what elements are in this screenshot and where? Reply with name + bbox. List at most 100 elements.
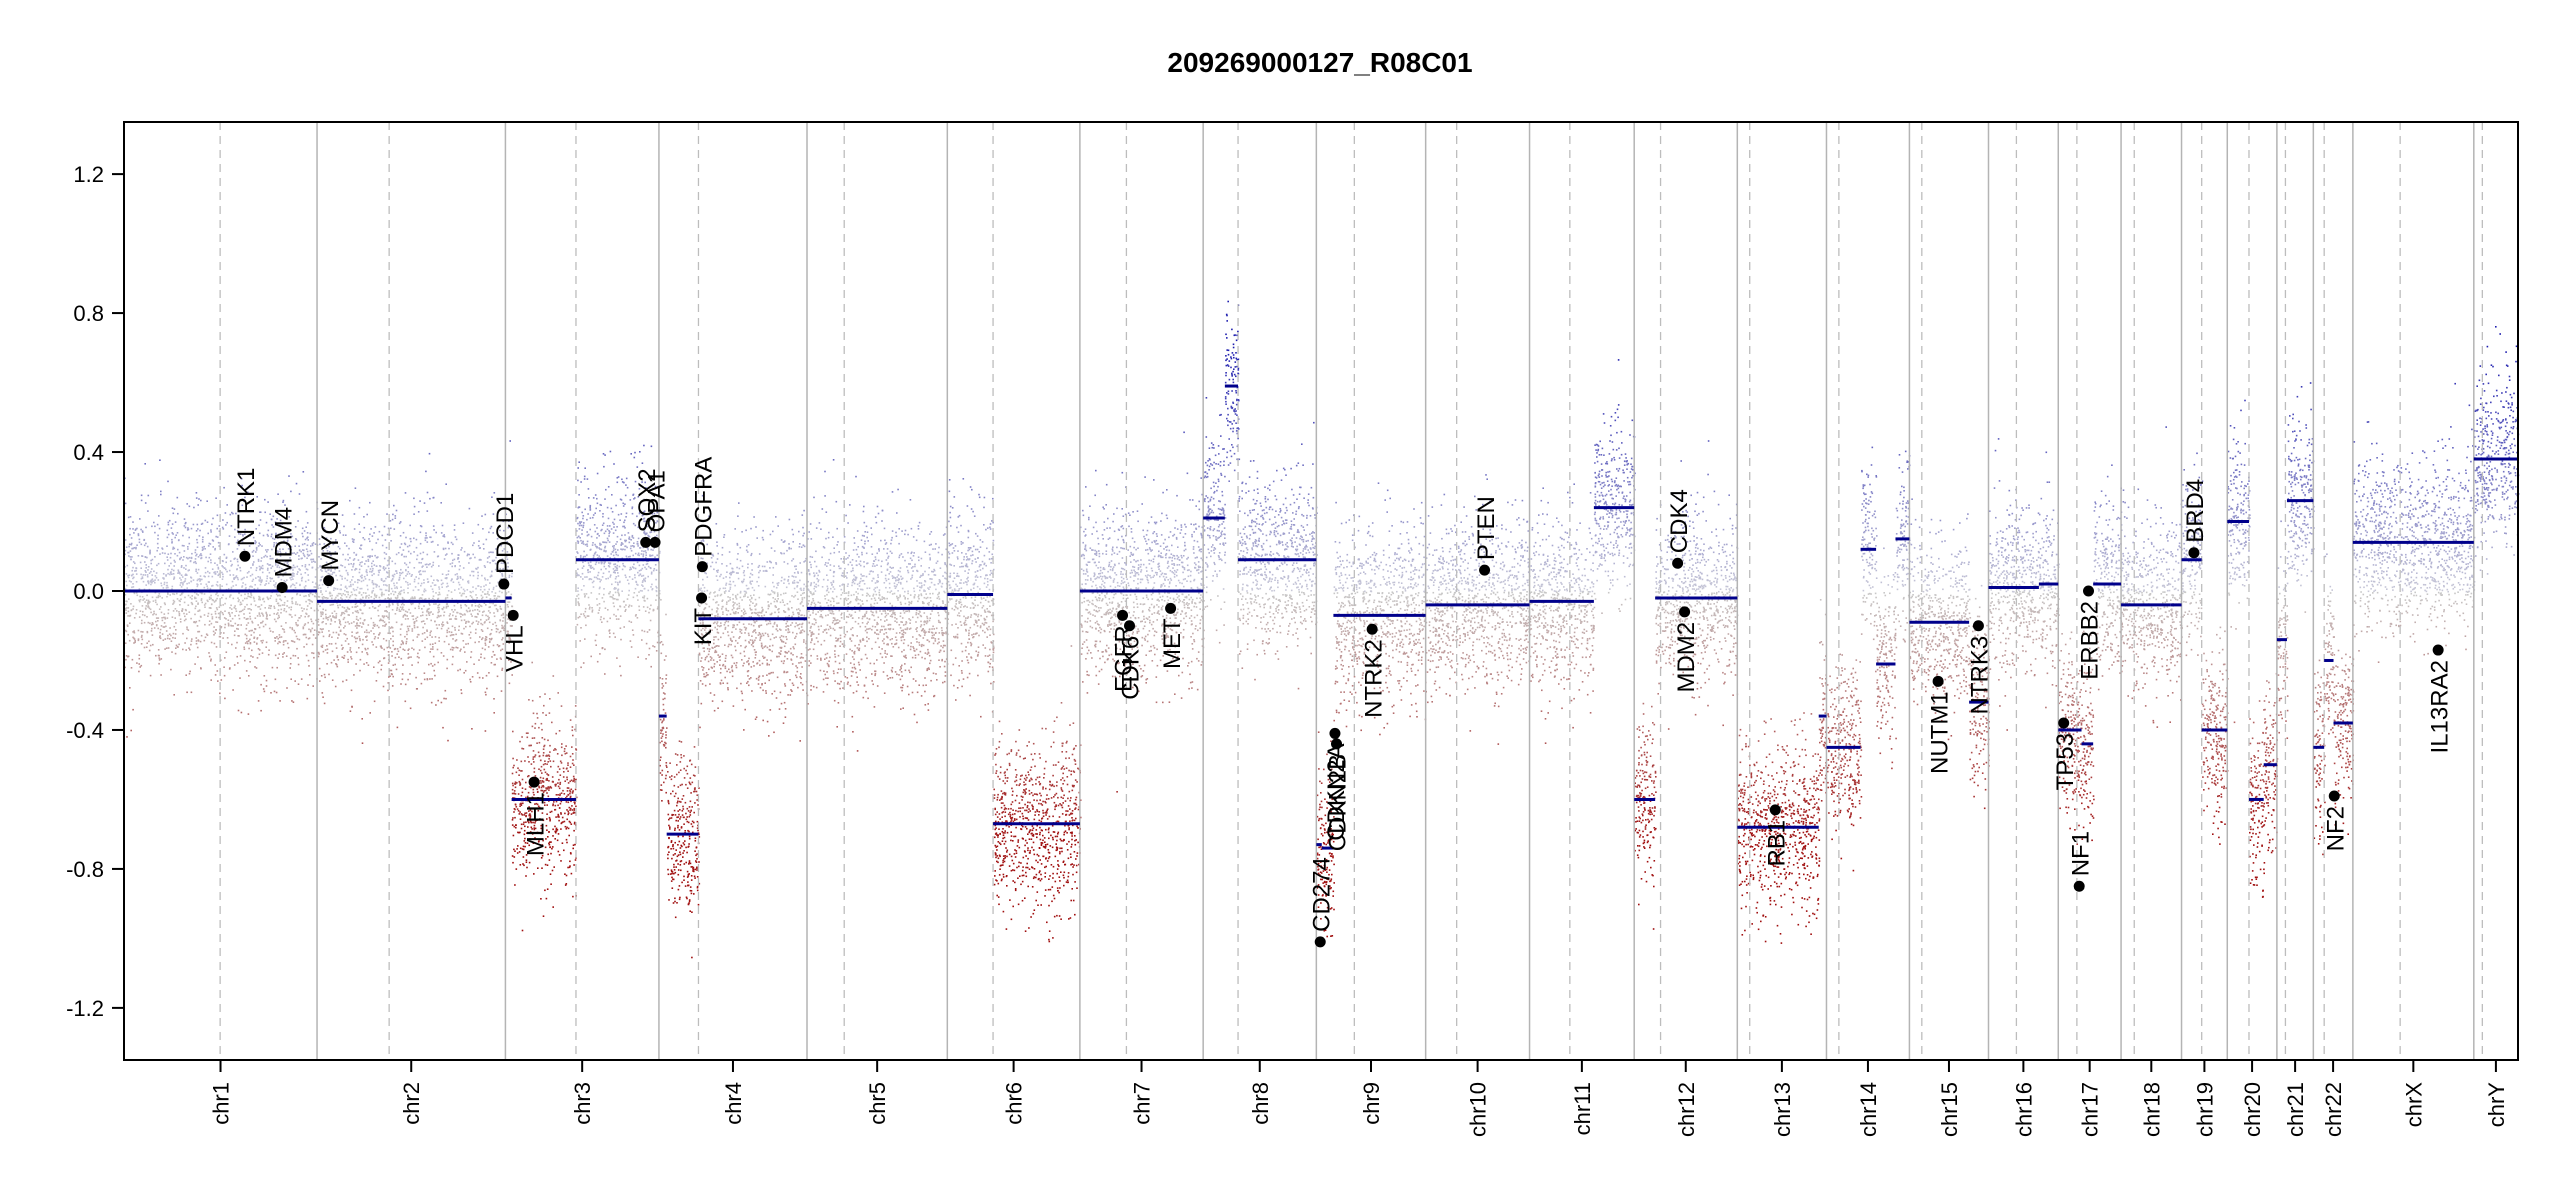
probe-point bbox=[459, 584, 461, 586]
probe-point bbox=[525, 788, 527, 790]
probe-point bbox=[430, 630, 432, 632]
probe-point bbox=[573, 864, 575, 866]
probe-point bbox=[493, 595, 495, 597]
probe-point bbox=[183, 613, 185, 615]
probe-point bbox=[606, 542, 608, 544]
probe-point bbox=[335, 643, 337, 645]
probe-point bbox=[168, 647, 170, 649]
probe-point bbox=[363, 605, 365, 607]
probe-point bbox=[221, 585, 223, 587]
probe-point bbox=[567, 811, 569, 813]
probe-point bbox=[572, 809, 574, 811]
probe-point bbox=[397, 607, 399, 609]
probe-point bbox=[391, 673, 393, 675]
probe-point bbox=[215, 573, 217, 575]
probe-point bbox=[380, 669, 382, 671]
probe-point bbox=[371, 596, 373, 598]
probe-point bbox=[356, 627, 358, 629]
probe-point bbox=[167, 569, 169, 571]
probe-point bbox=[383, 594, 385, 596]
probe-point bbox=[433, 656, 435, 658]
probe-point bbox=[526, 861, 528, 863]
probe-point bbox=[306, 644, 308, 646]
probe-point bbox=[230, 594, 232, 596]
probe-point bbox=[342, 647, 344, 649]
probe-point bbox=[353, 588, 355, 590]
probe-point bbox=[164, 604, 166, 606]
probe-point bbox=[201, 600, 203, 602]
probe-point bbox=[445, 483, 447, 485]
probe-point bbox=[215, 611, 217, 613]
probe-point bbox=[229, 667, 231, 669]
probe-point bbox=[213, 631, 215, 633]
probe-point bbox=[433, 525, 435, 527]
probe-point bbox=[557, 782, 559, 784]
probe-point bbox=[283, 610, 285, 612]
probe-point bbox=[583, 613, 585, 615]
probe-point bbox=[238, 599, 240, 601]
probe-point bbox=[514, 826, 516, 828]
probe-point bbox=[621, 479, 623, 481]
probe-point bbox=[595, 640, 597, 642]
probe-point bbox=[142, 614, 144, 616]
probe-point bbox=[566, 768, 568, 770]
probe-point bbox=[125, 503, 127, 505]
probe-point bbox=[442, 622, 444, 624]
probe-point bbox=[540, 790, 542, 792]
probe-point bbox=[668, 814, 670, 816]
probe-point bbox=[568, 787, 570, 789]
probe-point bbox=[609, 593, 611, 595]
probe-point bbox=[299, 569, 301, 571]
probe-point bbox=[620, 606, 622, 608]
probe-point bbox=[145, 543, 147, 545]
probe-point bbox=[425, 537, 427, 539]
probe-point bbox=[130, 559, 132, 561]
probe-point bbox=[210, 679, 212, 681]
probe-point bbox=[471, 728, 473, 730]
probe-point bbox=[336, 632, 338, 634]
probe-point bbox=[559, 793, 561, 795]
probe-point bbox=[610, 562, 612, 564]
probe-point bbox=[160, 494, 162, 496]
probe-point bbox=[205, 637, 207, 639]
probe-point bbox=[686, 816, 688, 818]
probe-point bbox=[360, 659, 362, 661]
probe-point bbox=[607, 555, 609, 557]
probe-point bbox=[460, 607, 462, 609]
probe-point bbox=[554, 748, 556, 750]
probe-point bbox=[664, 693, 666, 695]
probe-point bbox=[313, 653, 315, 655]
probe-point bbox=[235, 584, 237, 586]
probe-point bbox=[613, 633, 615, 635]
probe-point bbox=[537, 867, 539, 869]
probe-point bbox=[322, 594, 324, 596]
probe-point bbox=[603, 542, 605, 544]
probe-point bbox=[488, 552, 490, 554]
probe-point bbox=[149, 550, 151, 552]
probe-point bbox=[306, 557, 308, 559]
probe-point bbox=[597, 575, 599, 577]
probe-point bbox=[501, 690, 503, 692]
probe-point bbox=[427, 678, 429, 680]
probe-point bbox=[294, 680, 296, 682]
probe-point bbox=[237, 561, 239, 563]
probe-point bbox=[599, 543, 601, 545]
probe-point bbox=[489, 606, 491, 608]
probe-point bbox=[376, 565, 378, 567]
probe-point bbox=[314, 596, 316, 598]
probe-point bbox=[553, 749, 555, 751]
probe-point bbox=[246, 641, 248, 643]
probe-point bbox=[185, 568, 187, 570]
probe-point bbox=[647, 576, 649, 578]
probe-point bbox=[336, 595, 338, 597]
probe-point bbox=[201, 593, 203, 595]
probe-point bbox=[175, 633, 177, 635]
probe-point bbox=[619, 519, 621, 521]
probe-point bbox=[563, 850, 565, 852]
probe-point bbox=[159, 657, 161, 659]
probe-point bbox=[607, 609, 609, 611]
probe-point bbox=[392, 519, 394, 521]
probe-point bbox=[451, 542, 453, 544]
probe-point bbox=[307, 684, 309, 686]
probe-point bbox=[172, 533, 174, 535]
